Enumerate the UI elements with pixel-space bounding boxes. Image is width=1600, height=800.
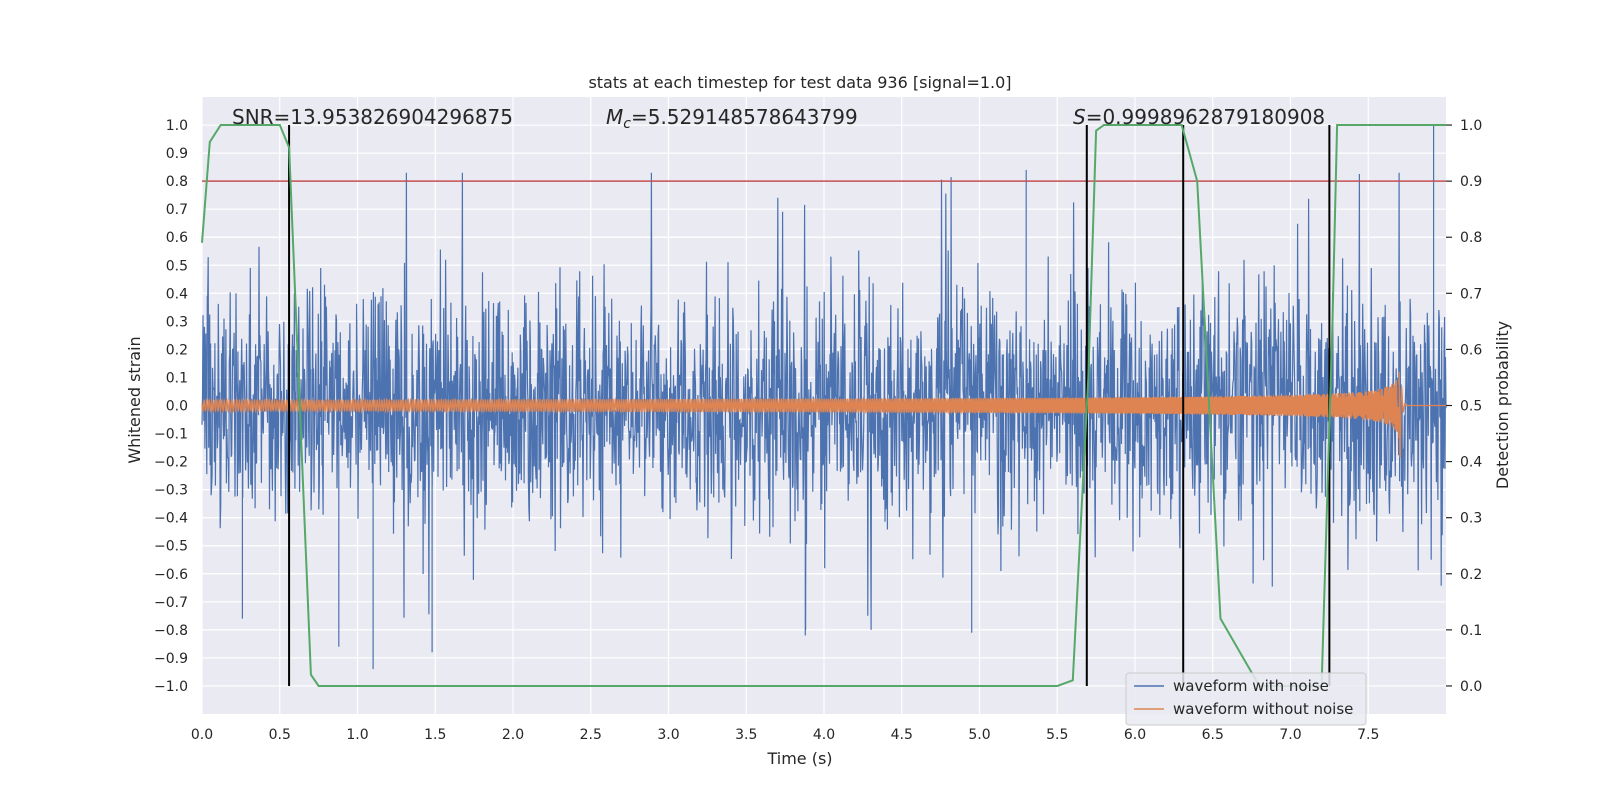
chirp-mass-symbol: M (606, 105, 623, 129)
x-axis-label: Time (s) (766, 749, 832, 768)
series-waveform-without-noise (201, 371, 1446, 458)
x-tick-label: 0.0 (191, 727, 213, 743)
probability-symbol: S (1073, 105, 1086, 129)
y-tick-label: 0.3 (166, 314, 188, 330)
y2-tick-label: 0.7 (1460, 286, 1482, 302)
y-tick-label: −0.2 (154, 455, 188, 471)
chirp-mass-annotation: Mc=5.529148578643799 (606, 105, 858, 132)
legend-box (1125, 672, 1367, 726)
x-tick-label: 3.5 (735, 727, 757, 743)
x-tick-label: 7.5 (1357, 727, 1379, 743)
y-tick-label: −0.5 (154, 539, 188, 555)
chart-title: stats at each timestep for test data 936… (588, 73, 1011, 92)
legend-label-clean: waveform without noise (1173, 700, 1353, 718)
y-tick-label: 0.9 (166, 146, 188, 162)
legend: waveform with noise waveform without noi… (1125, 672, 1367, 726)
y-tick-label: −0.9 (154, 651, 188, 667)
y-tick-label: −0.4 (154, 511, 188, 527)
probability-value: =0.9998962879180908 (1086, 105, 1325, 129)
y-tick-label: −0.3 (154, 483, 188, 499)
x-axis-ticks: 0.0 0.5 1.0 1.5 2.0 2.5 3.0 3.5 4.0 4.5 5.0 5.5 6.0 6… (191, 727, 1380, 743)
x-tick-label: 1.5 (424, 727, 446, 743)
y-tick-label: 0.2 (166, 342, 188, 358)
y2-tick-label: 1.0 (1460, 118, 1482, 134)
y-tick-label: 0.5 (166, 258, 188, 274)
x-tick-label: 6.5 (1202, 727, 1224, 743)
y-tick-label: 0.6 (166, 230, 188, 246)
y-tick-label: 0.4 (166, 286, 188, 302)
y-tick-label: −0.6 (154, 567, 188, 583)
y-tick-label: 1.0 (166, 118, 188, 134)
x-tick-label: 7.0 (1279, 727, 1301, 743)
x-tick-label: 2.0 (502, 727, 524, 743)
y-axis-label: Whitened strain (125, 336, 144, 463)
y2-axis-label: Detection probability (1493, 321, 1512, 489)
y-axis-ticks: −1.0 −0.9 −0.8 −0.7 −0.6 −0.5 −0.4 −0.3 −0.2 −0.1… (154, 118, 188, 695)
x-tick-label: 5.5 (1046, 727, 1068, 743)
snr-annotation: SNR=13.953826904296875 (232, 105, 513, 129)
chirp-mass-subscript: c (623, 116, 631, 132)
y2-tick-label: 0.4 (1460, 455, 1482, 471)
x-tick-label: 0.5 (269, 727, 291, 743)
y-tick-label: 0.0 (166, 399, 188, 415)
y-tick-label: 0.8 (166, 174, 188, 190)
chirp-mass-value: =5.529148578643799 (631, 105, 858, 129)
y-tick-label: 0.1 (166, 370, 188, 386)
y2-tick-label: 0.3 (1460, 511, 1482, 527)
x-tick-label: 6.0 (1124, 727, 1146, 743)
y2-tick-label: 0.0 (1460, 679, 1482, 695)
x-tick-label: 1.0 (346, 727, 368, 743)
legend-label-noise: waveform with noise (1173, 677, 1329, 695)
noisy-waveform-line (201, 125, 1447, 670)
y2-tick-label: 0.1 (1460, 623, 1482, 639)
x-tick-label: 5.0 (968, 727, 990, 743)
y2-tick-label: 0.9 (1460, 174, 1482, 190)
y-tick-label: −0.8 (154, 623, 188, 639)
x-tick-label: 4.5 (891, 727, 913, 743)
probability-annotation: S=0.9998962879180908 (1073, 105, 1325, 129)
y-tick-label: −0.1 (154, 427, 188, 443)
x-tick-label: 2.5 (580, 727, 602, 743)
y-tick-label: −0.7 (154, 595, 188, 611)
x-tick-label: 4.0 (813, 727, 835, 743)
y2-tick-label: 0.6 (1460, 342, 1482, 358)
y2-tick-label: 0.2 (1460, 567, 1482, 583)
y-tick-label: −1.0 (154, 679, 188, 695)
series-waveform-with-noise (201, 125, 1447, 670)
clean-waveform-line (201, 371, 1446, 458)
x-tick-label: 3.0 (657, 727, 679, 743)
y-tick-label: 0.7 (166, 202, 188, 218)
y2-tick-label: 0.5 (1460, 399, 1482, 415)
y2-axis-ticks: 0.0 0.1 0.2 0.3 0.4 0.5 0.6 0.7 0.8 0.9 1.0 (1446, 118, 1482, 695)
y2-tick-label: 0.8 (1460, 230, 1482, 246)
